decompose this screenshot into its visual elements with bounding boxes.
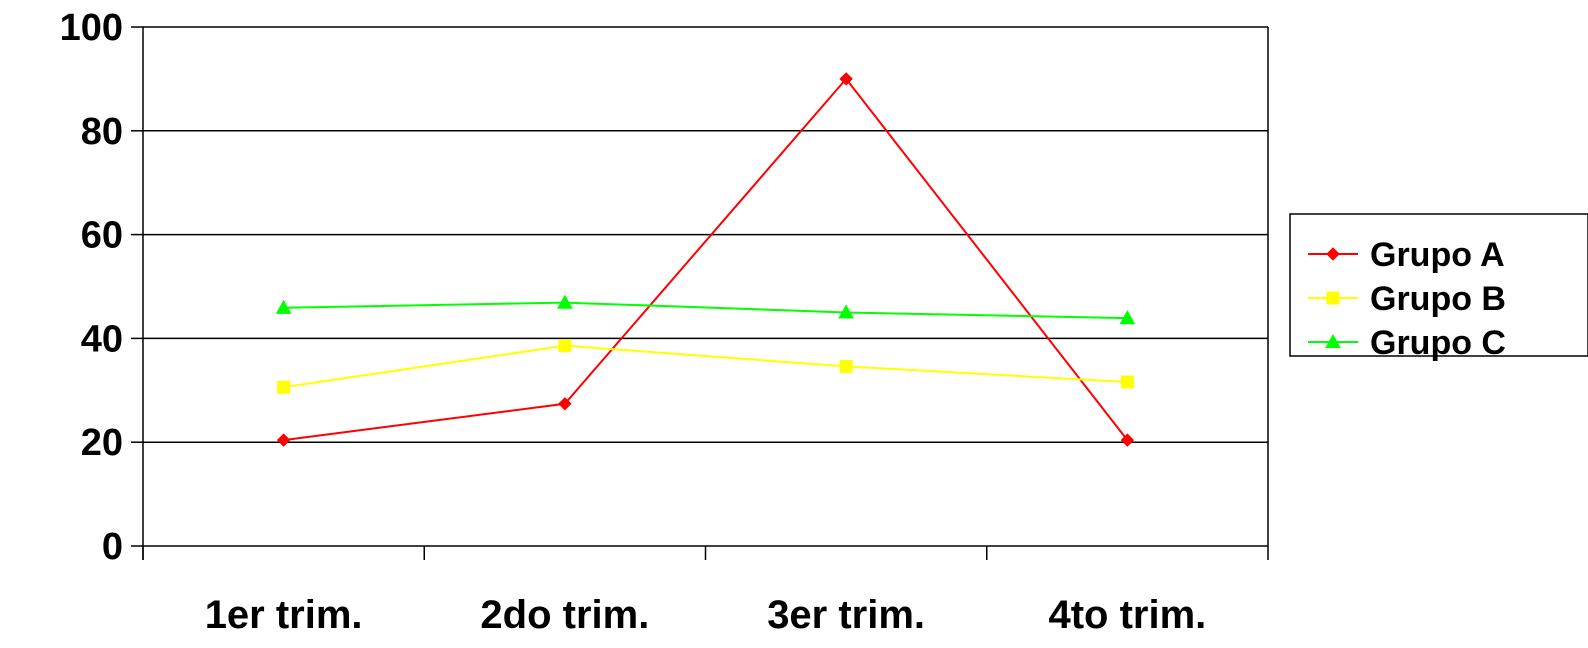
- data-point-marker: [557, 294, 573, 309]
- data-point-marker: [839, 72, 853, 86]
- legend-label: Grupo B: [1370, 280, 1506, 318]
- x-axis-category-labels: 1er trim. 2do trim. 3er trim. 4to trim.: [205, 593, 1207, 637]
- legend-label: Grupo C: [1370, 324, 1506, 362]
- legend-entry: Grupo C: [1308, 324, 1506, 362]
- legend-entry: Grupo A: [1308, 236, 1505, 274]
- y-tick-label-40: 40: [81, 318, 123, 360]
- data-point-marker: [277, 380, 291, 394]
- legend-marker: [1326, 247, 1340, 261]
- data-point-marker: [558, 339, 572, 353]
- series-grupo-a: [276, 72, 1135, 447]
- x-category-label: 4to trim.: [1048, 593, 1206, 637]
- series-grupo-b: [277, 339, 1134, 394]
- data-point-marker: [838, 304, 854, 319]
- series-line: [283, 301, 1128, 320]
- legend-marker: [1325, 333, 1341, 349]
- data-point-marker: [275, 299, 292, 314]
- legend-box: [1289, 213, 1588, 357]
- legend-entry: Grupo B: [1308, 280, 1506, 318]
- series-line: [283, 77, 1129, 442]
- legend: Grupo A Grupo B Grupo C: [1289, 213, 1588, 362]
- y-tick-label-0: 0: [102, 526, 123, 568]
- data-point-marker: [1120, 375, 1134, 389]
- series-grupo-c: [275, 294, 1136, 325]
- y-tick-label-60: 60: [81, 215, 123, 257]
- data-point-marker: [1120, 433, 1135, 447]
- x-category-label: 3er trim.: [767, 593, 925, 637]
- y-tick-label-100: 100: [60, 7, 123, 49]
- data-point-marker: [558, 397, 572, 411]
- data-series: [275, 72, 1136, 447]
- y-axis-tick-labels: 0 20 40 60 80 100: [60, 7, 123, 568]
- y-tick-label-80: 80: [81, 111, 123, 153]
- x-category-label: 1er trim.: [205, 593, 363, 637]
- y-tick-label-20: 20: [81, 422, 123, 464]
- legend-marker: [1326, 291, 1340, 305]
- axes: [131, 26, 1269, 560]
- gridlines: [143, 26, 1268, 443]
- data-point-marker: [1119, 310, 1136, 325]
- series-line: [283, 344, 1128, 389]
- data-point-marker: [839, 359, 853, 373]
- x-category-label: 2do trim.: [480, 593, 649, 637]
- data-point-marker: [276, 433, 291, 447]
- legend-label: Grupo A: [1370, 236, 1505, 274]
